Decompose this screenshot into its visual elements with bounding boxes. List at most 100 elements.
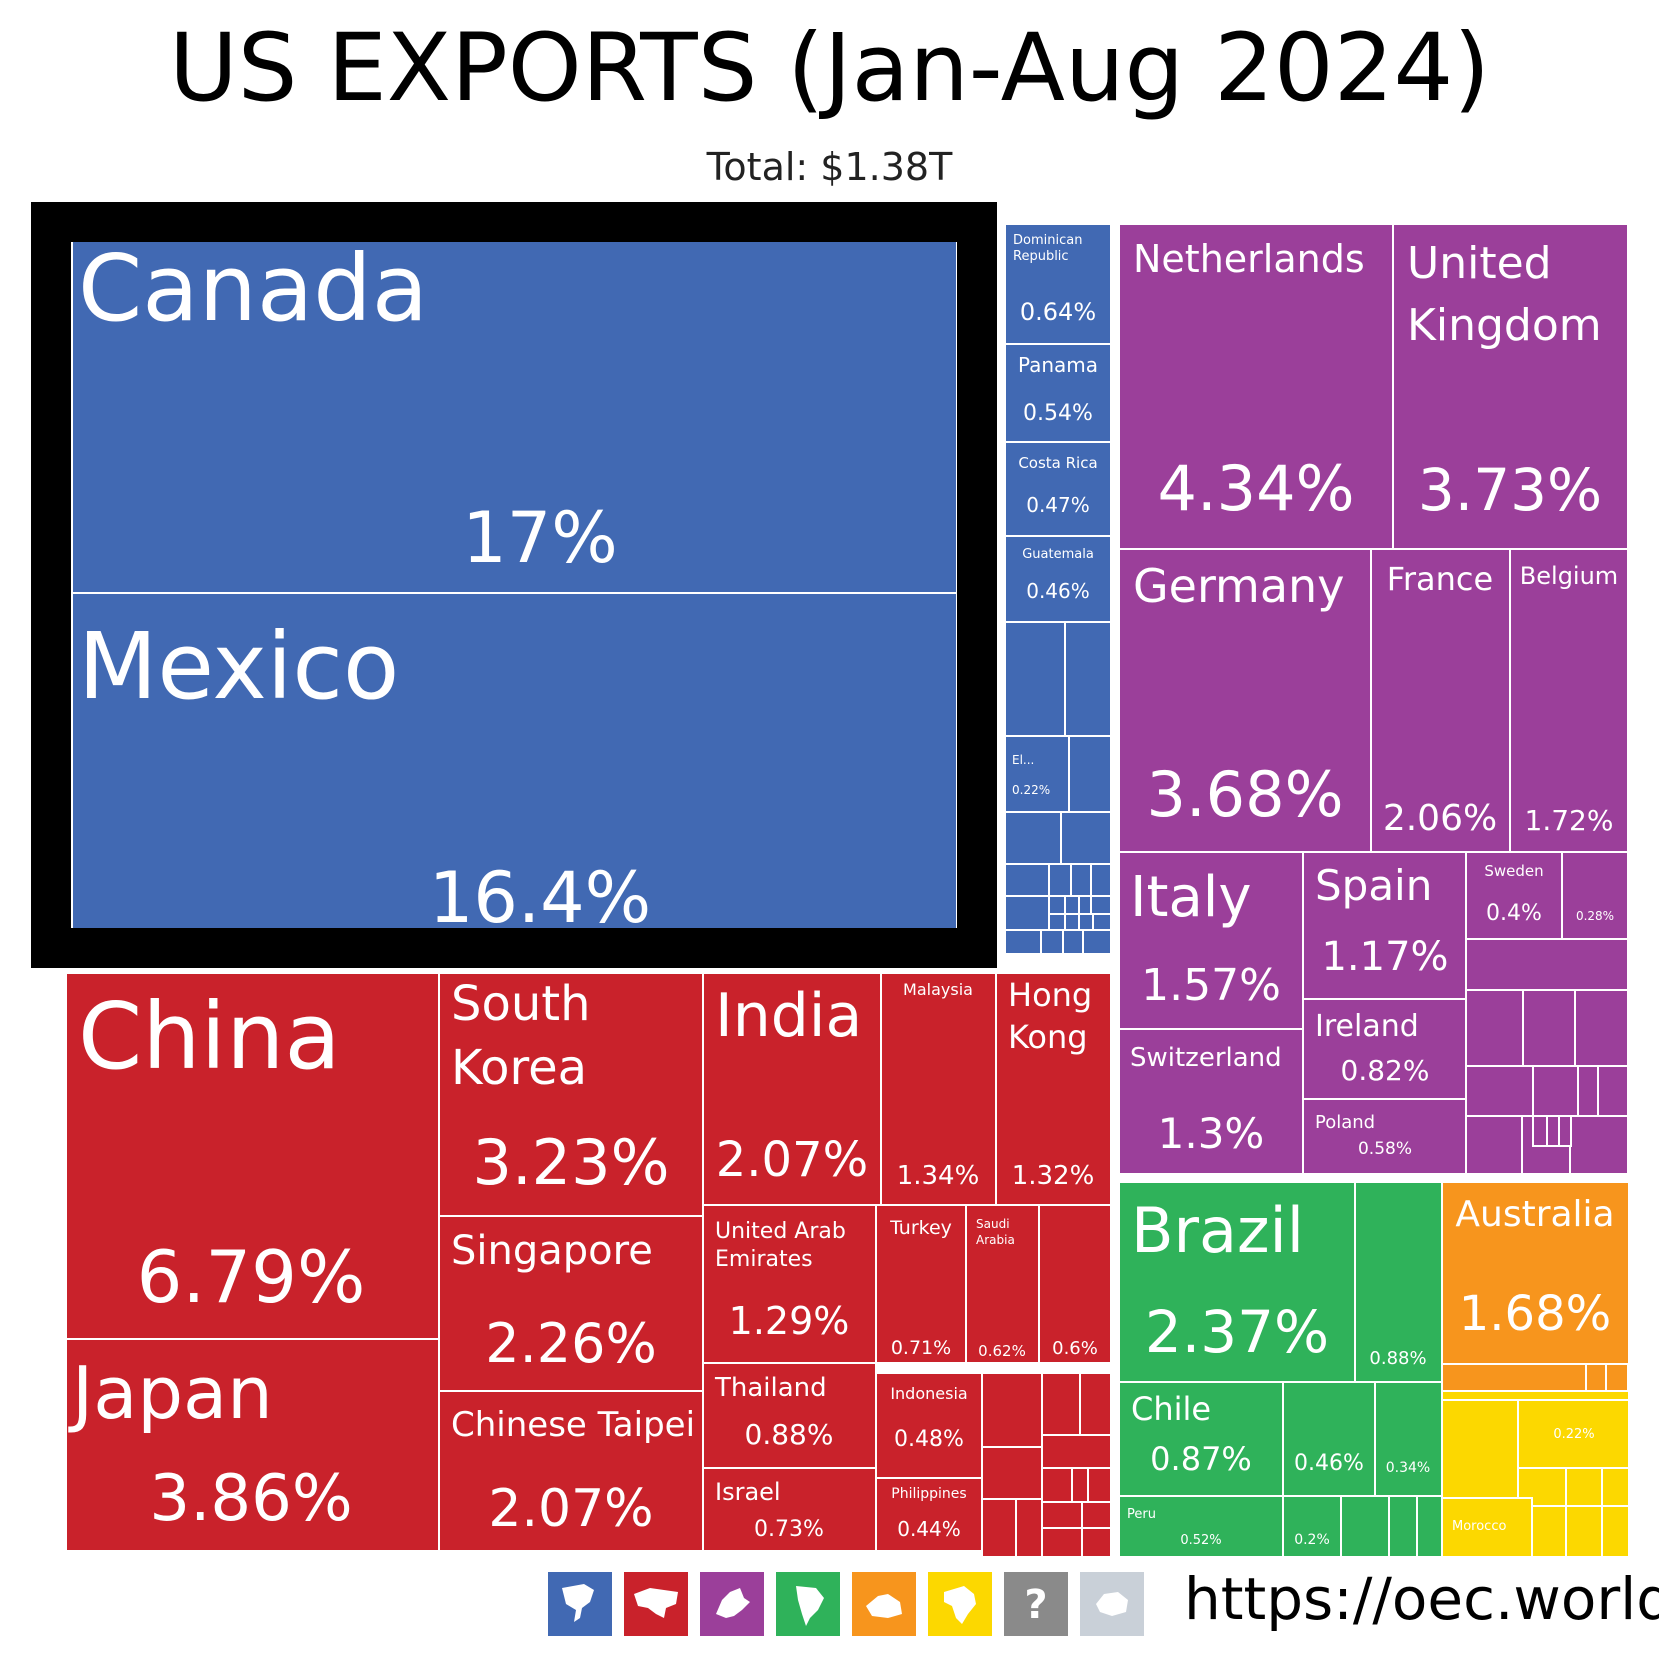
treemap-cell-peru[interactable] — [1118, 1495, 1284, 1558]
treemap-cell-europe-minor-2[interactable] — [1465, 989, 1524, 1067]
treemap-cell-switzerland[interactable] — [1118, 1028, 1304, 1175]
treemap-cell-south-america-2[interactable] — [1354, 1181, 1443, 1383]
legend-unknown[interactable]: ? — [1004, 1572, 1068, 1636]
treemap-cell-netherlands[interactable] — [1118, 223, 1394, 550]
treemap-cell-mexico[interactable] — [71, 592, 958, 934]
treemap-cell-north-america-minor-11[interactable] — [1048, 895, 1066, 915]
treemap-cell-europe-minor-9[interactable] — [1465, 1115, 1523, 1175]
treemap-cell-south-america-5[interactable] — [1374, 1381, 1443, 1497]
treemap-cell-north-america-minor-6[interactable] — [1004, 863, 1050, 897]
treemap-cell-indonesia[interactable] — [875, 1372, 983, 1479]
treemap-cell-north-america-minor-8[interactable] — [1070, 863, 1092, 897]
treemap-cell-poland[interactable] — [1302, 1098, 1467, 1175]
treemap-cell-north-america-minor-20[interactable] — [1040, 929, 1064, 955]
treemap-cell-canada[interactable] — [71, 240, 958, 594]
treemap-cell-asia-minor-2[interactable] — [1041, 1372, 1081, 1436]
treemap-cell-africa-minor-1[interactable] — [1441, 1399, 1519, 1499]
treemap-cell-dominican-republic[interactable] — [1004, 223, 1112, 345]
treemap-cell-thailand[interactable] — [702, 1362, 877, 1469]
treemap-cell-costa-rica[interactable] — [1004, 441, 1112, 537]
treemap-cell-asia-minor-6[interactable] — [1041, 1467, 1073, 1503]
treemap-cell-chile[interactable] — [1118, 1381, 1284, 1497]
treemap-cell-chinese-taipei[interactable] — [438, 1390, 704, 1552]
treemap-cell-south-america-4[interactable] — [1282, 1381, 1376, 1497]
treemap-cell-north-america-minor-3[interactable] — [1068, 735, 1112, 813]
treemap-cell-oceania-minor-3[interactable] — [1605, 1363, 1629, 1392]
treemap-cell-morocco[interactable] — [1441, 1497, 1533, 1558]
treemap-cell-north-america-minor-17[interactable] — [1078, 913, 1094, 931]
treemap-cell-asia-12[interactable] — [1038, 1204, 1112, 1364]
treemap-cell-north-america-minor-7[interactable] — [1048, 863, 1072, 897]
treemap-cell-india[interactable] — [702, 972, 882, 1206]
treemap-cell-australia[interactable] — [1441, 1181, 1630, 1365]
treemap-cell-singapore[interactable] — [438, 1215, 704, 1392]
treemap-cell-panama[interactable] — [1004, 343, 1112, 443]
treemap-cell-oceania-minor-2[interactable] — [1585, 1363, 1607, 1392]
treemap-cell-north-america-minor-18[interactable] — [1092, 913, 1112, 931]
treemap-cell-africa-minor-6[interactable] — [1565, 1505, 1603, 1558]
treemap-cell-europe-minor-14[interactable] — [1558, 1115, 1572, 1147]
treemap-cell-africa-minor-7[interactable] — [1601, 1505, 1630, 1558]
treemap-cell-europe-minor-11[interactable] — [1569, 1115, 1629, 1175]
treemap-cell-south-america-minor-3[interactable] — [1416, 1495, 1443, 1558]
treemap-cell-hong-kong[interactable] — [995, 972, 1112, 1206]
treemap-cell-north-america-minor-12[interactable] — [1064, 895, 1080, 915]
treemap-cell-asia-minor-1[interactable] — [981, 1372, 1043, 1448]
treemap-cell-africa-minor-8[interactable] — [1441, 1390, 1630, 1401]
treemap-cell-europe-9[interactable] — [1561, 851, 1629, 940]
treemap-cell-el[interactable] — [1004, 735, 1070, 813]
treemap-cell-europe-minor-4[interactable] — [1574, 989, 1629, 1067]
treemap-cell-japan[interactable] — [65, 1338, 440, 1552]
treemap-cell-israel[interactable] — [702, 1467, 877, 1552]
treemap-cell-south-america-minor-1[interactable] — [1340, 1495, 1390, 1558]
treemap-cell-germany[interactable] — [1118, 548, 1372, 853]
treemap-cell-europe-minor-1[interactable] — [1465, 938, 1629, 991]
treemap-cell-asia-minor-5[interactable] — [981, 1446, 1043, 1500]
treemap-cell-philippines[interactable] — [875, 1477, 983, 1552]
treemap-cell-north-america-minor-14[interactable] — [1090, 895, 1112, 915]
treemap-cell-south-korea[interactable] — [438, 972, 704, 1217]
treemap-cell-asia-minor-9[interactable] — [981, 1498, 1017, 1558]
treemap-cell-north-america-minor-10[interactable] — [1004, 895, 1050, 931]
treemap-cell-north-america-minor-1[interactable] — [1004, 621, 1066, 737]
legend-oceania[interactable] — [852, 1572, 916, 1636]
treemap-cell-asia-minor-3[interactable] — [1079, 1372, 1112, 1436]
treemap-cell-asia-minor-10[interactable] — [1015, 1498, 1043, 1558]
treemap-cell-asia-minor-4[interactable] — [1041, 1434, 1112, 1469]
treemap-cell-europe-minor-8[interactable] — [1597, 1065, 1629, 1117]
source-url[interactable]: https://oec.world — [1184, 1565, 1659, 1633]
treemap-cell-sweden[interactable] — [1465, 851, 1563, 940]
treemap-cell-turkey[interactable] — [875, 1204, 967, 1364]
treemap-cell-ireland[interactable] — [1302, 998, 1467, 1100]
treemap-cell-united-arab-emirates[interactable] — [702, 1204, 877, 1364]
treemap-cell-north-america-minor-16[interactable] — [1064, 913, 1080, 931]
treemap-cell-north-america-minor-22[interactable] — [1082, 929, 1112, 955]
treemap-cell-europe-minor-13[interactable] — [1546, 1115, 1560, 1147]
treemap-cell-europe-minor-3[interactable] — [1522, 989, 1576, 1067]
treemap-cell-europe-minor-7[interactable] — [1577, 1065, 1599, 1117]
treemap-cell-north-america-minor-5[interactable] — [1060, 811, 1112, 865]
treemap-cell-north-america-minor-21[interactable] — [1062, 929, 1084, 955]
treemap-cell-north-america-minor-9[interactable] — [1090, 863, 1112, 897]
treemap-cell-guatemala[interactable] — [1004, 535, 1112, 623]
legend-north-america[interactable] — [548, 1572, 612, 1636]
treemap-cell-north-america-minor-2[interactable] — [1064, 621, 1112, 737]
legend-antarctica[interactable] — [1080, 1572, 1144, 1636]
treemap-cell-north-america-minor-4[interactable] — [1004, 811, 1062, 865]
treemap-cell-europe-minor-5[interactable] — [1465, 1065, 1534, 1117]
treemap-cell-north-america-minor-15[interactable] — [1048, 913, 1066, 931]
treemap-cell-asia-minor-14[interactable] — [1081, 1527, 1112, 1558]
treemap-cell-north-america-minor-13[interactable] — [1078, 895, 1092, 915]
legend-asia[interactable] — [624, 1572, 688, 1636]
treemap-cell-south-america-7[interactable] — [1282, 1495, 1342, 1558]
treemap-cell-africa-minor-5[interactable] — [1531, 1505, 1567, 1558]
treemap-cell-africa-1[interactable] — [1517, 1399, 1630, 1469]
legend-africa[interactable] — [928, 1572, 992, 1636]
treemap-cell-oceania-minor-1[interactable] — [1441, 1363, 1587, 1392]
legend-south-america[interactable] — [776, 1572, 840, 1636]
treemap-cell-asia-minor-8[interactable] — [1087, 1467, 1112, 1503]
treemap-cell-africa-minor-4[interactable] — [1601, 1467, 1630, 1507]
legend-europe[interactable] — [700, 1572, 764, 1636]
treemap-cell-united-kingdom[interactable] — [1392, 223, 1629, 550]
treemap-cell-brazil[interactable] — [1118, 1181, 1356, 1383]
